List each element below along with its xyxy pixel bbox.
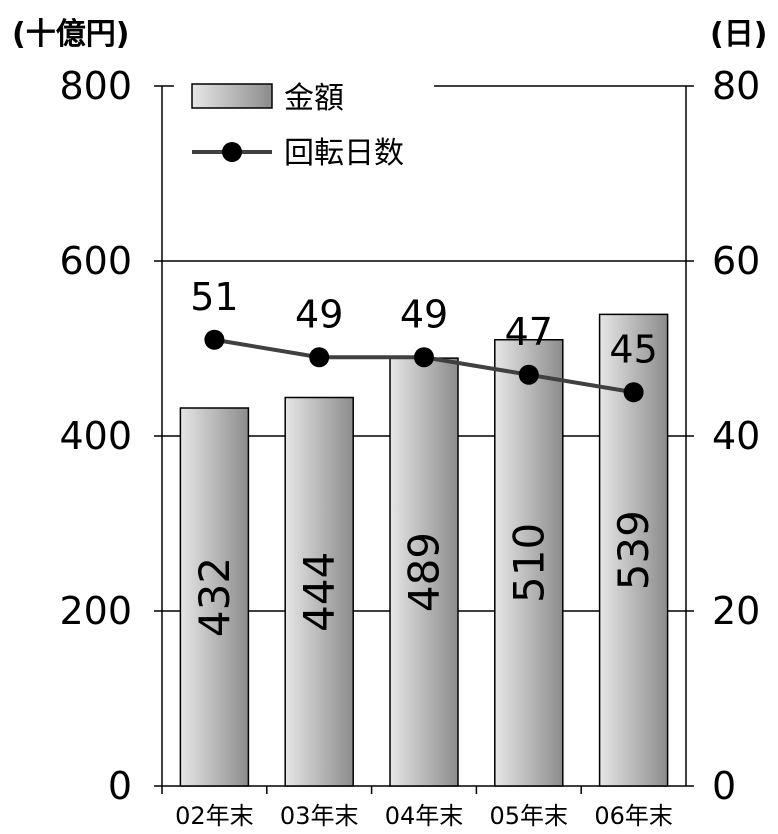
bar-value-label: 432 xyxy=(190,557,239,637)
left-axis-unit: (十億円) xyxy=(12,17,129,52)
line-marker xyxy=(309,347,330,368)
line-marker xyxy=(518,364,539,385)
bar-value-label: 510 xyxy=(504,523,553,603)
left-tick-label: 0 xyxy=(108,764,132,808)
x-tick-label: 05年末 xyxy=(490,802,569,830)
x-tick-label: 04年末 xyxy=(385,802,464,830)
right-tick-label: 0 xyxy=(712,764,736,808)
legend: 金額 回転日数 xyxy=(191,81,404,171)
right-tick-label: 20 xyxy=(712,589,760,633)
line-value-label: 45 xyxy=(609,327,657,371)
legend-line-marker xyxy=(222,142,242,162)
legend-bar-label: 金額 xyxy=(284,81,344,116)
legend-bar-swatch xyxy=(191,83,273,109)
bar-value-label: 539 xyxy=(609,510,658,590)
bar-value-label: 489 xyxy=(400,532,449,612)
bar-series: 432 444 489 510 539 xyxy=(179,313,669,787)
bar xyxy=(284,396,354,787)
line-marker xyxy=(204,329,225,350)
line-value-label: 49 xyxy=(400,292,448,336)
x-tick-label: 02年末 xyxy=(175,802,254,830)
line-value-label: 51 xyxy=(190,275,238,319)
x-axis-ticks: 02年末 03年末 04年末 05年末 06年末 xyxy=(161,786,673,830)
right-tick-label: 60 xyxy=(712,239,760,283)
left-tick-label: 200 xyxy=(59,589,132,633)
line-marker xyxy=(414,347,434,368)
bar xyxy=(494,339,564,787)
x-tick-label: 03年末 xyxy=(280,802,359,830)
line-value-label: 47 xyxy=(505,310,553,354)
right-tick-label: 40 xyxy=(712,414,760,458)
right-axis-ticks: 0 20 40 60 80 xyxy=(686,64,760,808)
right-tick-label: 80 xyxy=(712,64,760,108)
line-marker xyxy=(623,382,644,403)
left-tick-label: 800 xyxy=(59,64,132,108)
bar-value-label: 444 xyxy=(295,552,344,632)
left-tick-label: 600 xyxy=(59,239,132,283)
legend-line-label: 回転日数 xyxy=(284,136,404,171)
bar xyxy=(179,407,250,787)
x-tick-label: 06年末 xyxy=(594,802,673,830)
right-axis-unit: (日) xyxy=(710,17,767,52)
left-axis-ticks: 0 200 400 600 800 xyxy=(59,64,162,808)
left-tick-label: 400 xyxy=(59,414,132,458)
line-series: 51 49 49 47 45 xyxy=(190,275,658,403)
line-value-label: 49 xyxy=(295,292,343,336)
